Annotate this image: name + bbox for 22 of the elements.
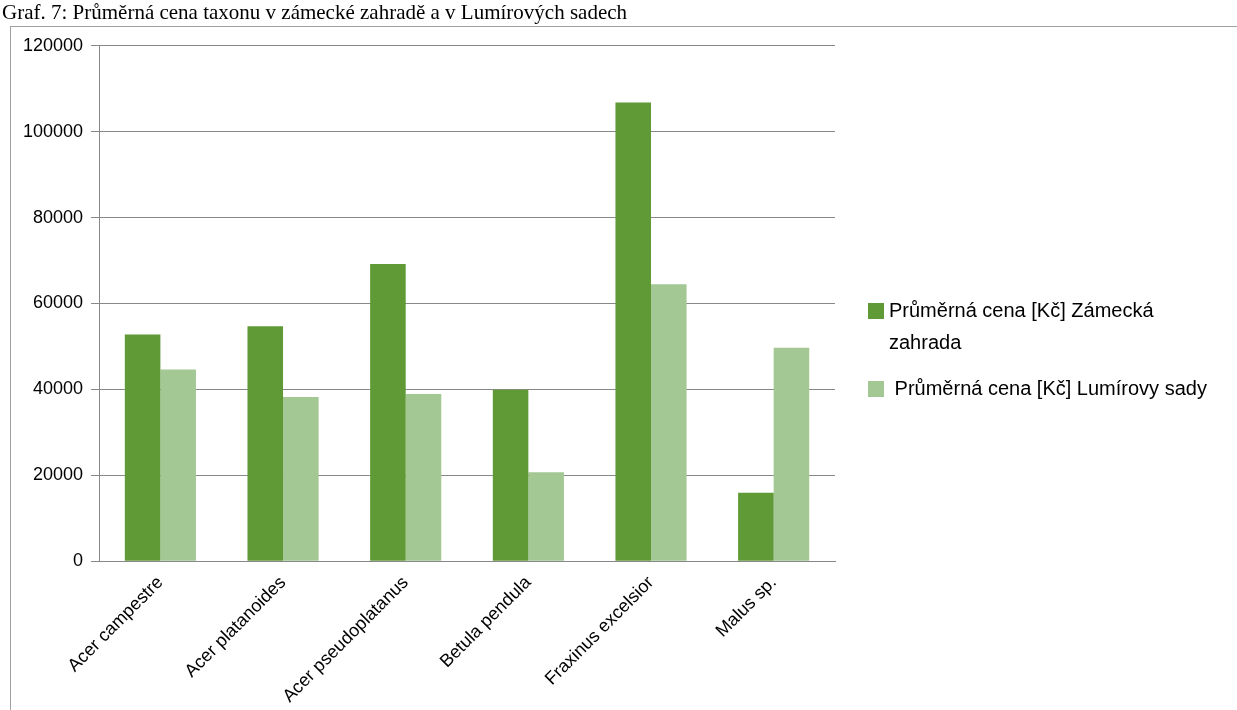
bar (651, 284, 687, 561)
bar (773, 347, 810, 561)
bar (124, 334, 161, 561)
y-tick-label: 100000 (22, 120, 84, 141)
legend-label: Průměrná cena [Kč] Zámecká zahrada (889, 298, 1155, 355)
bar (615, 102, 652, 561)
bar (528, 472, 564, 561)
bar (492, 389, 529, 561)
y-tick-label: 20000 (33, 464, 84, 485)
legend-label: Průměrná cena [Kč] Lumírovy sady (893, 376, 1207, 401)
bar (405, 394, 442, 561)
chart-title: Graf. 7: Průměrná cena taxonu v zámecké zahradě a v Lumírových sadech (2, 0, 628, 25)
y-tick-label: 80000 (33, 206, 84, 227)
bar (738, 492, 774, 561)
bar (283, 397, 319, 561)
bar (247, 326, 284, 561)
y-tick-label: 120000 (22, 34, 84, 55)
y-tick-label: 0 (73, 550, 84, 571)
y-tick-label: 60000 (33, 292, 84, 313)
bar (370, 263, 406, 561)
y-tick-label: 40000 (33, 378, 84, 399)
bar (160, 369, 196, 561)
